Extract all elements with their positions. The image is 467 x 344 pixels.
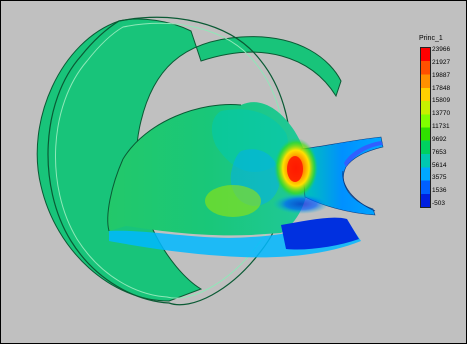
legend-value: 23966 (432, 46, 451, 53)
legend-value: 5614 (432, 161, 447, 169)
legend-value: -503 (432, 200, 446, 207)
cylinder-shell (36, 16, 342, 306)
legend-value: 19887 (432, 71, 451, 79)
branch-nozzle (300, 136, 384, 216)
legend-value: 17848 (432, 84, 451, 92)
legend-labels: 23966 21927 19887 17848 15809 13770 11731 9692 7… (432, 46, 465, 208)
inner-surface (107, 102, 361, 258)
legend-value: 15809 (432, 97, 451, 105)
legend-title: Princ_1 (419, 35, 443, 42)
legend-value: 21927 (432, 58, 451, 66)
legend-value: 1536 (432, 187, 447, 195)
legend-value: 11731 (432, 123, 450, 130)
legend-value: 7653 (432, 148, 447, 156)
legend-color-bar (420, 47, 431, 208)
legend-value: 13770 (432, 110, 451, 118)
stress-legend: Princ_1 23966 21927 19887 17848 15809 13770 11… (419, 35, 465, 211)
legend-value: 3575 (432, 174, 447, 182)
legend-value: 9692 (432, 135, 447, 143)
